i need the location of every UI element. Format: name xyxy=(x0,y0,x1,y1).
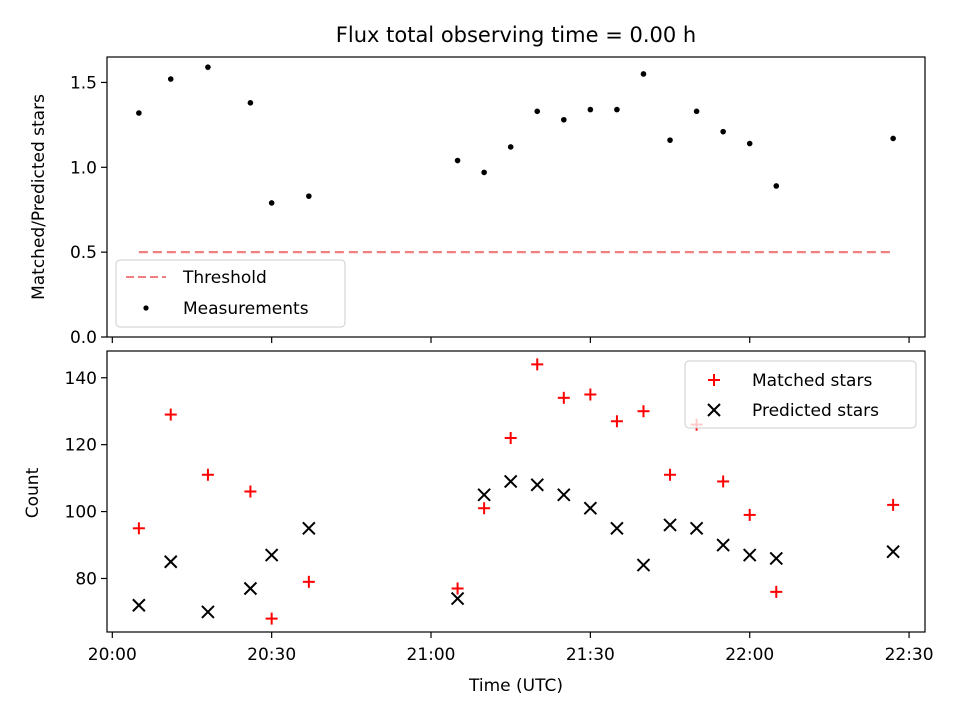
matched-star-point xyxy=(743,508,756,521)
matched-star-point xyxy=(478,502,491,515)
top-y-axis-label: Matched/Predicted stars xyxy=(29,94,49,300)
bottom-y-axis-label: Count xyxy=(23,467,43,518)
predicted-star-point xyxy=(689,521,704,536)
top-y-ticks: 0.0 0.5 1.0 1.5 xyxy=(70,73,107,348)
measurement-point xyxy=(454,157,461,164)
matched-star-point xyxy=(531,358,544,371)
top-legend-box xyxy=(115,259,346,328)
measurement-point xyxy=(640,71,647,77)
measurement-point xyxy=(561,116,567,123)
matched-star-point xyxy=(664,468,677,481)
matched-star-point xyxy=(302,575,315,588)
predicted-star-point xyxy=(663,518,677,532)
predicted-star-point xyxy=(164,555,178,569)
x-axis-label: Time (UTC) xyxy=(468,676,563,696)
x-tick-label: 22:00 xyxy=(725,645,774,665)
predicted-star-point xyxy=(743,548,757,562)
matched-star-point xyxy=(504,431,517,444)
matched-star-point xyxy=(584,388,597,401)
measurement-point xyxy=(507,144,514,150)
matched-star-point xyxy=(451,582,464,595)
bottom-plot-frame xyxy=(106,350,926,633)
legend-predicted-swatch xyxy=(707,403,721,417)
bottom-series xyxy=(132,358,900,625)
top-plot-frame xyxy=(106,56,926,338)
legend-measurements-swatch xyxy=(143,305,149,311)
measurement-point xyxy=(720,128,726,135)
predicted-star-point xyxy=(503,474,518,489)
measurement-point xyxy=(481,169,487,176)
chart-title: Flux total observing time = 0.00 h xyxy=(336,23,696,47)
matched-star-point xyxy=(557,391,570,404)
bottom-y-tick-label: 140 xyxy=(65,369,97,389)
bottom-legend: Matched stars Predicted stars xyxy=(684,360,917,429)
measurement-point xyxy=(268,200,275,206)
measurement-point xyxy=(890,135,896,142)
predicted-star-point xyxy=(769,551,783,566)
legend-threshold-label: Threshold xyxy=(182,268,267,288)
predicted-star-point xyxy=(132,598,146,612)
bottom-y-tick-label: 100 xyxy=(65,503,97,523)
bottom-panel: 80 100 120 140 20:00 20:30 21:00 21:30 22:00 22:… xyxy=(23,350,934,696)
bottom-legend-box xyxy=(684,360,917,429)
legend-matched-swatch xyxy=(708,374,720,386)
top-legend: Threshold Measurements xyxy=(115,259,346,328)
predicted-star-point xyxy=(243,581,258,596)
matched-star-point xyxy=(637,405,650,418)
bottom-y-ticks: 80 100 120 140 xyxy=(65,369,107,589)
predicted-star-point xyxy=(610,521,624,536)
x-tick-label: 21:00 xyxy=(407,645,456,665)
measurement-point xyxy=(773,183,780,189)
x-tick-label: 20:00 xyxy=(88,645,137,665)
x-tick-label: 21:30 xyxy=(566,645,615,665)
x-tick-label: 20:30 xyxy=(247,645,296,665)
x-tick-label: 22:30 xyxy=(885,645,934,665)
matched-star-point xyxy=(201,468,214,481)
predicted-star-point xyxy=(201,605,215,619)
bottom-y-tick-label: 80 xyxy=(75,569,97,589)
legend-predicted-label: Predicted stars xyxy=(752,401,879,421)
matched-star-point xyxy=(244,485,257,498)
measurement-point xyxy=(746,140,753,147)
matched-star-point xyxy=(164,408,177,421)
top-y-tick-label: 0.0 xyxy=(70,328,97,348)
measurement-point xyxy=(693,108,700,115)
predicted-star-point xyxy=(583,501,598,515)
bottom-y-tick-label: 120 xyxy=(65,436,97,456)
predicted-star-point xyxy=(557,488,571,502)
measurement-point xyxy=(587,106,594,113)
measurement-point xyxy=(205,64,211,70)
predicted-star-point xyxy=(886,545,900,559)
top-y-tick-label: 1.5 xyxy=(70,73,97,93)
measurement-point xyxy=(167,76,174,82)
predicted-star-point xyxy=(302,521,316,536)
measurement-point xyxy=(614,106,620,113)
predicted-star-point xyxy=(264,548,279,562)
measurement-point xyxy=(247,100,254,106)
measurement-point xyxy=(136,110,142,116)
legend-matched-label: Matched stars xyxy=(752,371,872,391)
predicted-star-point xyxy=(530,478,544,492)
matched-star-point xyxy=(610,415,623,428)
predicted-star-point xyxy=(450,591,465,606)
matched-star-point xyxy=(132,522,145,535)
top-x-ticks xyxy=(111,337,910,343)
matched-star-point xyxy=(770,585,783,598)
legend-measurements-label: Measurements xyxy=(183,299,309,319)
measurement-point xyxy=(306,193,312,199)
bottom-x-ticks: 20:00 20:30 21:00 21:30 22:00 22:30 xyxy=(88,632,934,665)
matched-star-point xyxy=(887,498,900,511)
matched-star-point xyxy=(717,475,730,488)
predicted-star-point xyxy=(477,488,491,502)
top-y-tick-label: 0.5 xyxy=(70,243,97,263)
matched-star-point xyxy=(265,612,278,625)
top-panel: 0.0 0.5 1.0 1.5 Matched/Predicted stars xyxy=(29,56,926,348)
top-series xyxy=(136,64,896,254)
predicted-star-point xyxy=(636,558,651,572)
top-y-tick-label: 1.0 xyxy=(70,158,97,178)
measurement-point xyxy=(667,137,673,143)
measurement-point xyxy=(534,108,541,115)
predicted-star-point xyxy=(716,538,730,552)
